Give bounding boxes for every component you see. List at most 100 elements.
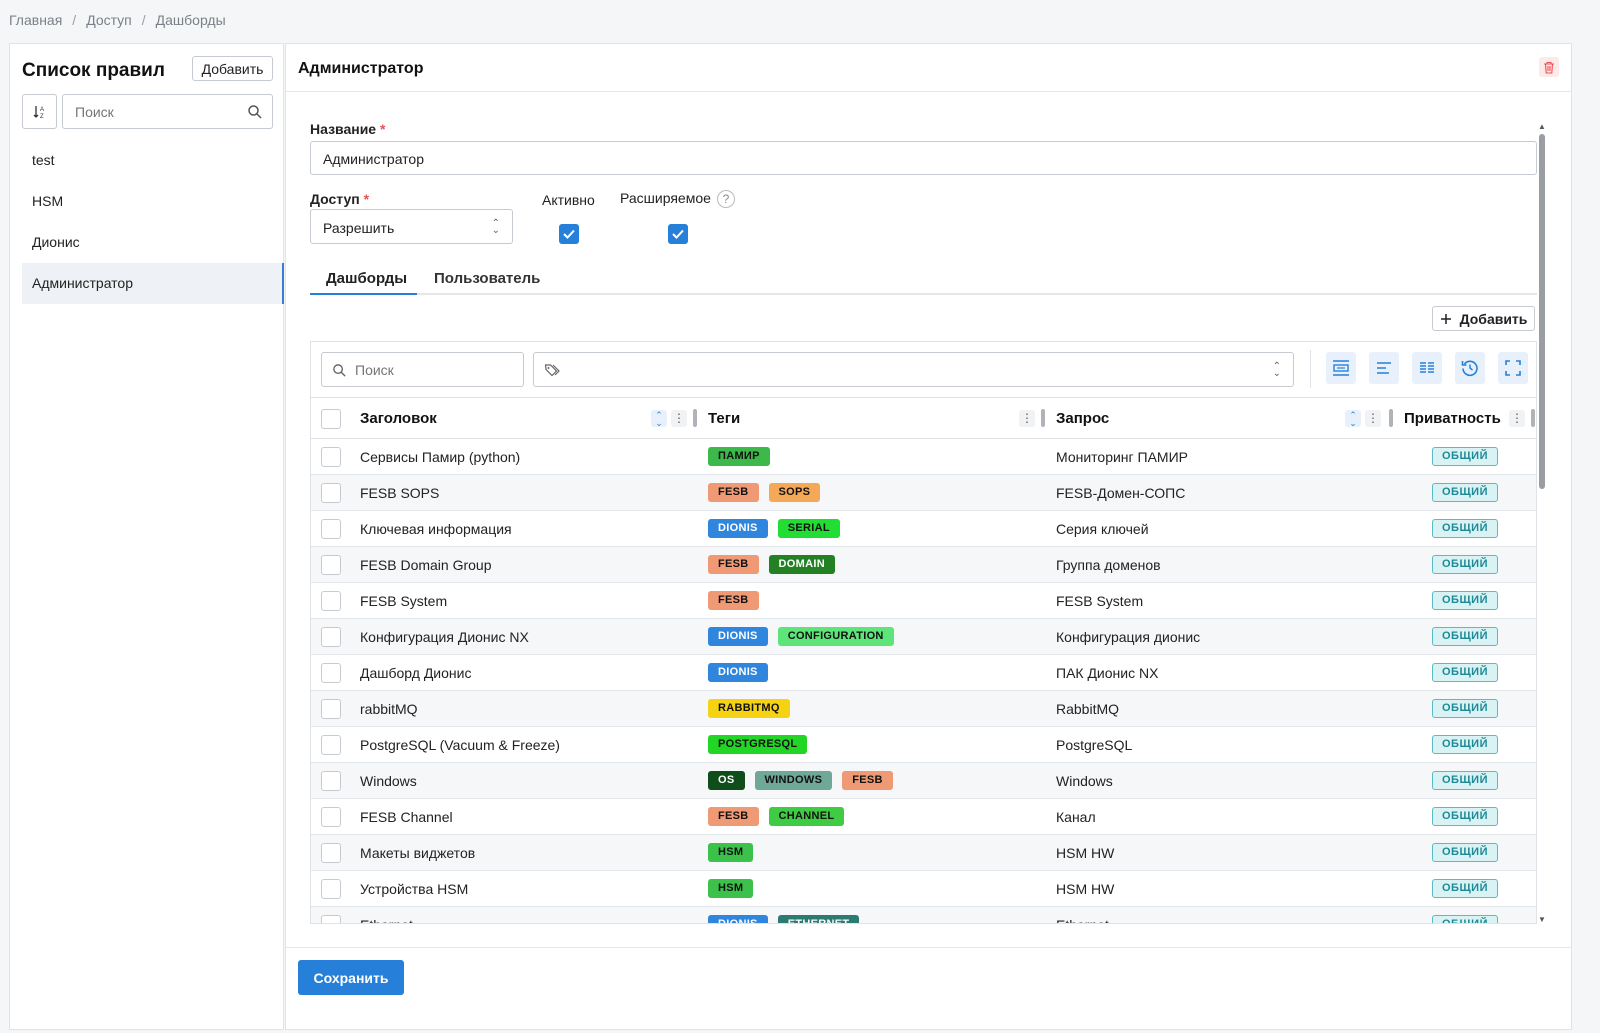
column-header-tags[interactable]: Теги [708,410,741,427]
row-title[interactable]: PostgreSQL (Vacuum & Freeze) [360,737,560,753]
rules-search-input[interactable] [75,104,235,120]
table-row[interactable]: Конфигурация Дионис NX DIONIS CONFIGURATIO… [311,619,1536,655]
column-header-privacy[interactable]: Приватность [1404,410,1501,427]
table-row[interactable]: Дашборд Дионис DIONIS ПАК Дионис NX ОБЩИЙ [311,655,1536,691]
svg-text:A: A [40,107,44,113]
text-align-button[interactable] [1369,352,1399,384]
select-all-checkbox[interactable] [321,409,341,429]
row-checkbox[interactable] [321,519,341,539]
add-dashboard-button[interactable]: Добавить [1432,306,1535,331]
help-icon[interactable]: ? [716,190,735,209]
rule-item-dionis[interactable]: Дионис [32,234,80,250]
row-checkbox[interactable] [321,879,341,899]
row-checkbox[interactable] [321,771,341,791]
row-title[interactable]: FESB Channel [360,809,453,825]
delete-button[interactable] [1539,57,1559,77]
table-row[interactable]: FESB Channel FESB CHANNEL Канал ОБЩИЙ [311,799,1536,835]
table-body: Сервисы Памир (python) ПАМИР Мониторинг ПА… [311,439,1536,923]
row-title[interactable]: Сервисы Памир (python) [360,449,521,465]
row-title[interactable]: FESB System [360,593,448,609]
fullscreen-button[interactable] [1498,352,1528,384]
row-checkbox[interactable] [321,447,341,467]
table-row[interactable]: FESB System FESB FESB System ОБЩИЙ [311,583,1536,619]
tab-dashboards[interactable]: Дашборды [326,270,408,287]
scrollbar[interactable]: ▲ ▼ [1538,122,1546,925]
scrollbar-thumb[interactable] [1539,134,1545,489]
tag-badge: FESB [842,771,893,790]
name-input[interactable]: Администратор [310,141,1537,175]
row-title[interactable]: rabbitMQ [360,701,418,717]
row-title[interactable]: FESB SOPS [360,485,440,501]
access-select[interactable]: Разрешить ⌃ ⌄ [310,209,513,244]
columns-button[interactable] [1412,352,1442,384]
row-title[interactable]: Ethernet [360,917,413,923]
table-row[interactable]: rabbitMQ RABBITMQ RabbitMQ ОБЩИЙ [311,691,1536,727]
tab-user[interactable]: Пользователь [434,270,541,287]
row-title[interactable]: Windows [360,773,417,789]
table-row[interactable]: FESB SOPS FESB SOPS FESB-Домен-СОПС ОБЩИЙ [311,475,1536,511]
table-row[interactable]: Сервисы Памир (python) ПАМИР Мониторинг ПА… [311,439,1536,475]
rule-item-hsm[interactable]: HSM [32,193,64,209]
extensible-checkbox[interactable] [668,224,688,244]
row-title[interactable]: FESB Domain Group [360,557,492,573]
rules-search[interactable] [62,94,273,129]
column-resize-handle[interactable] [693,409,697,427]
row-checkbox[interactable] [321,843,341,863]
reset-button[interactable] [1455,352,1485,384]
column-menu-icon[interactable]: ⋮ [1509,410,1525,427]
table-search[interactable] [321,352,524,387]
table-row[interactable]: Windows OS WINDOWS FESB Windows ОБЩИЙ [311,763,1536,799]
row-title[interactable]: Ключевая информация [360,521,512,537]
column-header-query[interactable]: Запрос [1056,410,1110,427]
breadcrumb-home[interactable]: Главная [9,12,63,28]
row-checkbox[interactable] [321,591,341,611]
row-query: Серия ключей [1056,521,1149,537]
privacy-badge: ОБЩИЙ [1432,771,1498,790]
save-button[interactable]: Сохранить [298,960,404,995]
column-header-title[interactable]: Заголовок [360,410,437,427]
column-resize-handle[interactable] [1531,409,1535,427]
column-menu-icon[interactable]: ⋮ [1019,410,1035,427]
column-resize-handle[interactable] [1041,409,1045,427]
breadcrumb-dashboards: Дашборды [155,12,226,28]
row-checkbox[interactable] [321,627,341,647]
rule-item-test[interactable]: test [32,152,55,168]
tag-badge: ETHERNET [777,915,860,923]
row-title[interactable]: Дашборд Дионис [360,665,472,681]
tag-badge: HSM [708,879,754,898]
row-query: HSM HW [1056,881,1115,897]
row-checkbox[interactable] [321,483,341,503]
row-title[interactable]: Макеты виджетов [360,845,476,861]
sort-icon[interactable]: ⌃ ⌄ [1345,410,1361,428]
row-checkbox[interactable] [321,699,341,719]
table-row[interactable]: Макеты виджетов HSM HSM HW ОБЩИЙ [311,835,1536,871]
row-tags: DIONIS CONFIGURATION [708,627,894,646]
privacy-badge: ОБЩИЙ [1432,843,1498,862]
row-checkbox[interactable] [321,555,341,575]
tag-filter-select[interactable]: ⌃ ⌄ [533,352,1294,387]
row-checkbox[interactable] [321,807,341,827]
table-row[interactable]: PostgreSQL (Vacuum & Freeze) POSTGRESQL Po… [311,727,1536,763]
row-density-button[interactable] [1326,352,1356,384]
table-row[interactable]: FESB Domain Group FESB DOMAIN Группа домено… [311,547,1536,583]
rule-item-administrator[interactable]: Администратор [22,263,284,304]
scroll-up-icon[interactable]: ▲ [1538,122,1546,131]
breadcrumb-access[interactable]: Доступ [86,12,132,28]
column-menu-icon[interactable]: ⋮ [1365,410,1381,427]
table-search-input[interactable] [355,362,505,378]
column-menu-icon[interactable]: ⋮ [671,410,687,427]
row-title[interactable]: Устройства HSM [360,881,469,897]
table-row[interactable]: Ключевая информация DIONIS SERIAL Серия клю… [311,511,1536,547]
row-checkbox[interactable] [321,735,341,755]
column-resize-handle[interactable] [1389,409,1393,427]
add-rule-button[interactable]: Добавить [192,56,273,81]
scroll-down-icon[interactable]: ▼ [1538,915,1546,924]
sort-icon[interactable]: ⌃ ⌄ [651,410,667,428]
row-title[interactable]: Конфигурация Дионис NX [360,629,529,645]
active-checkbox[interactable] [559,224,579,244]
table-row[interactable]: Устройства HSM HSM HSM HW ОБЩИЙ [311,871,1536,907]
table-row[interactable]: Ethernet DIONIS ETHERNET Ethernet ОБЩИЙ [311,907,1536,923]
row-checkbox[interactable] [321,915,341,923]
row-checkbox[interactable] [321,663,341,683]
